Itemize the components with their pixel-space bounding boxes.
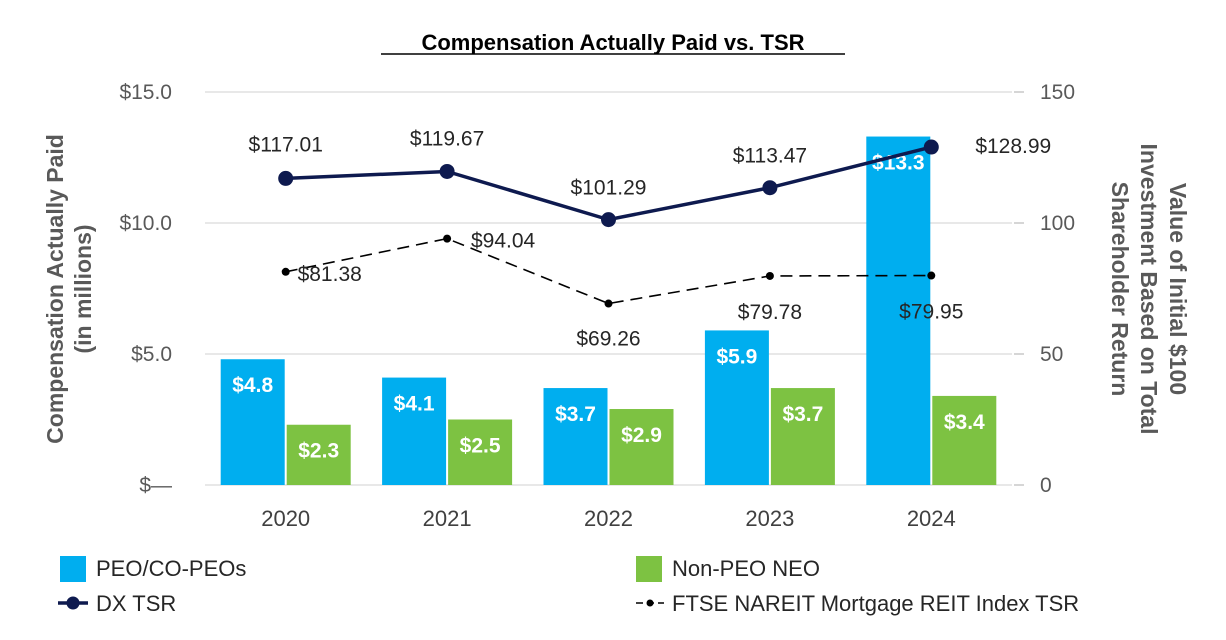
legend-label: PEO/CO-PEOs — [96, 556, 246, 581]
legend: PEO/CO-PEOs Non-PEO NEO DX TSR FTSE NAREIT … — [58, 556, 1079, 616]
bar-peo — [704, 330, 769, 485]
chart-title: Compensation Actually Paid vs. TSR — [421, 30, 804, 55]
dx-tsr-point — [278, 170, 294, 186]
bar-data-label: $2.3 — [298, 440, 339, 463]
bar-peo — [382, 377, 447, 485]
ftse-tsr-data-label: $94.04 — [471, 230, 536, 253]
ftse-tsr-data-label: $69.26 — [576, 328, 640, 351]
bar-non-peo — [932, 395, 997, 485]
bar-data-label: $4.1 — [394, 393, 435, 416]
y-right-tick-label: 50 — [1040, 343, 1063, 366]
bars — [220, 136, 997, 486]
y-left-tick-label: $— — [139, 474, 172, 497]
ftse-tsr-point — [927, 271, 936, 280]
dx-tsr-point — [439, 163, 455, 179]
dx-tsr-data-label: $113.47 — [733, 145, 807, 168]
dx-tsr-data-label: $117.01 — [249, 133, 323, 156]
ftse-tsr-point — [604, 299, 613, 308]
y-left-axis-title-line: Compensation Actually Paid — [42, 134, 68, 444]
legend-swatch — [636, 556, 662, 582]
ftse-tsr-data-label: $79.78 — [738, 301, 802, 324]
y-left-axis-title-line: (in millions) — [70, 224, 96, 353]
x-tick-label: 2020 — [261, 506, 310, 531]
legend-swatch — [60, 556, 86, 582]
bar-non-peo — [609, 409, 674, 485]
dx-tsr-point — [923, 139, 939, 155]
y-left-axis-title: Compensation Actually Paid(in millions) — [42, 134, 96, 444]
y-right-tick-label: 0 — [1040, 474, 1052, 497]
line-labels: $117.01 $119.67 $101.29 $113.47 $128.99 $81.3… — [249, 127, 1052, 350]
bar-peo — [866, 136, 931, 486]
bar-data-label: $2.9 — [621, 424, 662, 447]
bar-non-peo — [448, 419, 513, 485]
ftse-tsr-data-label: $81.38 — [298, 263, 362, 286]
bar-data-label: $3.7 — [555, 403, 596, 426]
y-left-tick-label: $15.0 — [119, 81, 172, 104]
legend-label: FTSE NAREIT Mortgage REIT Index TSR — [672, 591, 1079, 616]
y-right-tick-label: 100 — [1040, 212, 1075, 235]
ftse-tsr-point — [443, 234, 452, 243]
ftse-tsr-point — [765, 271, 774, 280]
axes: $— $5.0 $10.0 $15.0 0 50 100 150 2020 2021 2022 202… — [119, 81, 1075, 531]
dx-tsr-point — [601, 212, 616, 228]
y-left-tick-label: $10.0 — [119, 212, 172, 235]
lines — [278, 139, 939, 308]
ftse-tsr-data-label: $79.95 — [899, 301, 963, 324]
x-tick-label: 2021 — [423, 506, 472, 531]
dx-tsr-data-label: $128.99 — [975, 135, 1051, 158]
legend-label: Non-PEO NEO — [672, 556, 820, 581]
legend-dot — [646, 599, 654, 607]
axis-titles: Compensation Actually Paid(in millions) V… — [42, 134, 1191, 444]
bar-labels: $4.8$4.1 $3.7$5.9$13.3$2.3 $2.5 $2.9$3.7 $3.… — [232, 152, 985, 463]
bar-data-label: $4.8 — [232, 374, 273, 397]
bar-data-label: $3.7 — [782, 403, 823, 426]
dx-tsr-data-label: $119.67 — [410, 127, 484, 150]
y-right-axis-title-line: Value of Initial $100 — [1165, 183, 1191, 395]
ftse-tsr-line — [285, 237, 932, 305]
bar-non-peo — [770, 388, 835, 485]
x-tick-label: 2022 — [584, 506, 633, 531]
bar-data-label: $2.5 — [460, 435, 501, 458]
bar-non-peo — [286, 424, 351, 485]
bar-data-label: $5.9 — [716, 345, 757, 368]
x-tick-label: 2024 — [907, 506, 956, 531]
bar-peo — [543, 388, 608, 485]
dx-tsr-point — [762, 180, 778, 196]
y-left-tick-label: $5.0 — [131, 343, 172, 366]
bar-peo — [220, 359, 285, 485]
x-tick-label: 2023 — [745, 506, 794, 531]
legend-dot — [66, 596, 80, 610]
ftse-tsr-point — [281, 267, 290, 276]
bar-data-label: $3.4 — [944, 411, 985, 434]
y-right-tick-label: 150 — [1040, 81, 1075, 104]
y-right-axis-title-line: Shareholder Return — [1107, 182, 1133, 397]
dx-tsr-data-label: $101.29 — [571, 177, 647, 200]
y-right-axis-title-line: Investment Based on Total — [1136, 144, 1162, 435]
y-right-axis-title: Value of Initial $100Investment Based on… — [1107, 144, 1191, 435]
legend-label: DX TSR — [96, 591, 176, 616]
